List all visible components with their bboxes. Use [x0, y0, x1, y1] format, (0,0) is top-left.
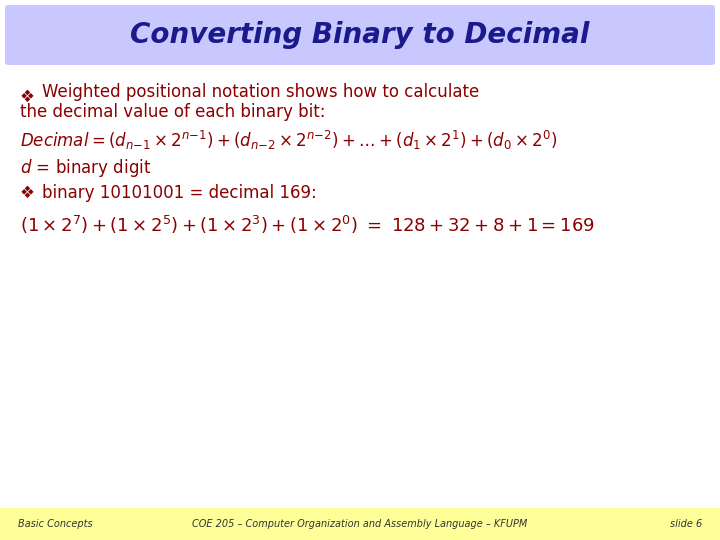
Text: COE 205 – Computer Organization and Assembly Language – KFUPM: COE 205 – Computer Organization and Asse… — [192, 519, 528, 529]
FancyBboxPatch shape — [5, 5, 715, 65]
Text: ❖: ❖ — [20, 184, 35, 202]
Text: the decimal value of each binary bit:: the decimal value of each binary bit: — [20, 103, 325, 121]
Text: slide 6: slide 6 — [670, 519, 702, 529]
Text: $(1 \times 2^7) + (1 \times 2^5) + (1 \times 2^3) + (1 \times 2^0)\ =\ 128+32+8+: $(1 \times 2^7) + (1 \times 2^5) + (1 \t… — [20, 214, 595, 236]
Text: binary 10101001 = decimal 169:: binary 10101001 = decimal 169: — [42, 184, 317, 202]
Text: Basic Concepts: Basic Concepts — [18, 519, 93, 529]
Text: Weighted positional notation shows how to calculate: Weighted positional notation shows how t… — [42, 83, 480, 101]
Text: Converting Binary to Decimal: Converting Binary to Decimal — [130, 21, 590, 49]
Text: $\mathit{Decimal} = (\mathit{d}_{n\mathrm{-}1} \times 2^{n\mathrm{-}1}) + (\math: $\mathit{Decimal} = (\mathit{d}_{n\mathr… — [20, 129, 557, 152]
FancyBboxPatch shape — [0, 508, 720, 540]
Text: ❖: ❖ — [20, 88, 35, 106]
Text: $\mathit{d}$ = binary digit: $\mathit{d}$ = binary digit — [20, 157, 151, 179]
